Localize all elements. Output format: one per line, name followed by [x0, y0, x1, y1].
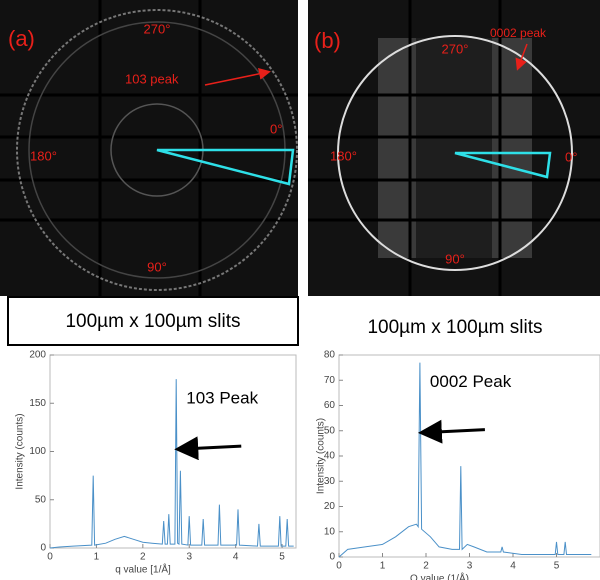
panel-label: (b): [314, 28, 341, 53]
plot-area: [49, 354, 297, 549]
angle-label: 180°: [330, 148, 357, 163]
y-tick-label: 200: [29, 350, 46, 361]
angle-label: 90°: [147, 259, 167, 274]
y-tick-label: 60: [324, 400, 336, 411]
x-tick-label: 4: [510, 561, 516, 572]
y-axis-label: Intensity (counts): [15, 413, 26, 489]
x-tick-label: 1: [94, 552, 100, 563]
x-tick-label: 5: [554, 561, 560, 572]
angle-label: 270°: [144, 21, 171, 36]
line: [49, 379, 294, 549]
peak-label: 103 peak: [125, 71, 179, 86]
y-tick-label: 50: [324, 425, 336, 436]
annotation-arrow: [417, 419, 485, 444]
angle-label: 0°: [565, 149, 577, 164]
y-tick-label: 150: [29, 398, 46, 409]
angle-label: 180°: [30, 148, 57, 163]
annotation: 103 Peak: [186, 389, 258, 408]
x-axis-label: q value [1/Å]: [115, 563, 171, 576]
annotation-arrow: [174, 436, 242, 461]
panel-b: (b) 270° 0002 peak 0° 180° 90° 100µm x 1…: [308, 0, 600, 345]
y-axis-label: Intensity (counts): [316, 418, 327, 494]
caption: 100µm x 100µm slits: [65, 311, 240, 332]
x-tick-label: 2: [140, 552, 146, 563]
panel-a: (a) 270° 103 peak 0° 180° 90° 100µm x 10…: [0, 0, 299, 346]
x-axis-label: Q value (1/Å): [410, 572, 469, 580]
y-tick-label: 100: [29, 446, 46, 457]
y-tick-label: 0: [329, 552, 335, 563]
y-tick-label: 20: [324, 501, 336, 512]
y-tick-label: 70: [324, 375, 336, 386]
y-tick-label: 30: [324, 476, 336, 487]
panel-label: (a): [8, 26, 35, 51]
x-tick-label: 5: [279, 552, 285, 563]
angle-label: 270°: [442, 41, 469, 56]
x-tick-label: 0: [47, 552, 53, 563]
x-tick-label: 3: [467, 561, 473, 572]
angle-label: 0°: [270, 121, 282, 136]
x-tick-label: 4: [233, 552, 239, 563]
detector-image: [0, 0, 298, 296]
x-tick-label: 0: [336, 561, 342, 572]
peak-label: 0002 peak: [490, 26, 547, 40]
angle-label: 90°: [445, 251, 465, 266]
annotation: 0002 Peak: [430, 372, 512, 391]
x-tick-label: 3: [186, 552, 192, 563]
y-tick-label: 0: [40, 543, 46, 554]
x-tick-label: 1: [380, 561, 386, 572]
y-tick-label: 80: [324, 350, 336, 361]
x-tick-label: 2: [423, 561, 429, 572]
y-tick-label: 10: [324, 526, 336, 537]
y-tick-label: 50: [35, 494, 47, 505]
line: [338, 362, 592, 558]
y-tick-label: 40: [324, 451, 336, 462]
caption: 100µm x 100µm slits: [367, 317, 542, 338]
